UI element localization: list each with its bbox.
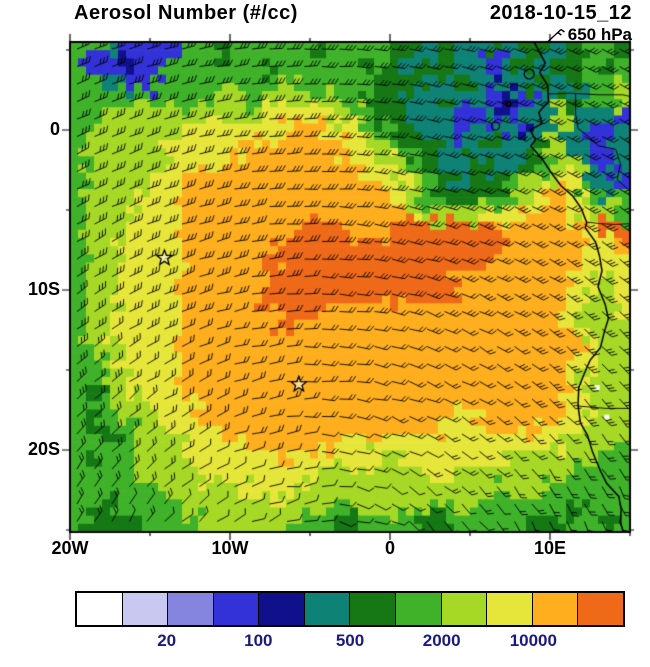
colorbar-tick-label: 2000 <box>422 631 461 650</box>
colorbar-cell <box>350 593 397 625</box>
colorbar-tick-label: 100 <box>244 631 273 650</box>
colorbar-cell <box>259 593 305 625</box>
colorbar-cell <box>578 593 623 625</box>
wind-barb-icon <box>546 28 565 43</box>
y-tick-label: 10S <box>27 279 60 299</box>
colorbar-tick-label: 500 <box>335 631 365 650</box>
x-tick-label: 20W <box>51 538 89 558</box>
pressure-level-row: 650 hPa <box>545 25 632 45</box>
colorbar-cell <box>168 593 214 625</box>
colorbar-cell <box>532 593 579 625</box>
plot-datetime: 2018-10-15_12 <box>489 2 632 24</box>
colorbar-cell <box>396 593 442 625</box>
colorbar-cell <box>213 593 260 625</box>
colorbar <box>75 591 625 627</box>
colorbar-tick-label: 10000 <box>509 631 557 650</box>
x-tick-label: 10W <box>211 538 249 558</box>
colorbar-cell <box>441 593 488 625</box>
x-tick-label: 0 <box>384 538 395 558</box>
y-tick-label: 0 <box>49 119 60 139</box>
colorbar-tick-label: 20 <box>157 631 177 650</box>
colorbar-cell <box>122 593 169 625</box>
plot-title: Aerosol Number (#/cc) <box>74 2 298 24</box>
y-tick-label: 20S <box>27 439 60 459</box>
map-plot-canvas <box>0 0 650 570</box>
colorbar-cell <box>487 593 533 625</box>
pressure-level-label: 650 hPa <box>567 25 632 44</box>
colorbar-cell <box>77 593 123 625</box>
colorbar-cell <box>304 593 351 625</box>
x-tick-label: 10E <box>533 538 567 558</box>
